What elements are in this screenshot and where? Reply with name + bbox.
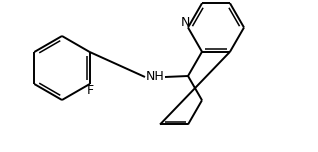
Text: N: N xyxy=(180,16,190,29)
Text: F: F xyxy=(87,85,94,97)
Text: NH: NH xyxy=(146,69,164,83)
